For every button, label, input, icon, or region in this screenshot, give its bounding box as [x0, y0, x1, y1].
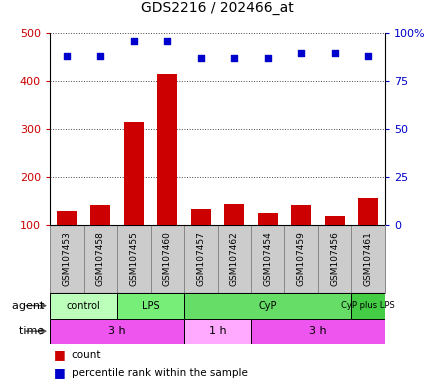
Text: time: time	[19, 326, 48, 336]
Bar	[250, 319, 384, 344]
Bar	[50, 319, 184, 344]
Bar	[351, 293, 384, 319]
Text: control: control	[66, 301, 100, 311]
Bar	[117, 225, 150, 293]
Text: ■: ■	[54, 348, 66, 361]
Text: GSM107454: GSM107454	[263, 232, 272, 286]
Point	[364, 53, 371, 60]
Bar	[224, 204, 244, 225]
Point	[197, 55, 204, 61]
Text: GSM107458: GSM107458	[95, 232, 105, 286]
Text: 1 h: 1 h	[208, 326, 226, 336]
Bar	[90, 205, 110, 225]
Text: GSM107459: GSM107459	[296, 232, 305, 286]
Text: GSM107453: GSM107453	[62, 232, 71, 286]
Text: GSM107457: GSM107457	[196, 232, 205, 286]
Text: GSM107460: GSM107460	[162, 232, 171, 286]
Text: 3 h: 3 h	[309, 326, 326, 336]
Bar	[157, 74, 177, 225]
Bar	[250, 225, 284, 293]
Bar	[217, 225, 250, 293]
Bar	[324, 216, 344, 225]
Point	[164, 38, 171, 44]
Bar	[290, 205, 311, 225]
Bar	[190, 209, 210, 225]
Bar	[357, 198, 378, 225]
Text: GSM107462: GSM107462	[229, 232, 238, 286]
Text: GDS2216 / 202466_at: GDS2216 / 202466_at	[141, 2, 293, 15]
Point	[331, 50, 338, 56]
Bar	[317, 225, 351, 293]
Text: CyP: CyP	[258, 301, 276, 311]
Text: 3 h: 3 h	[108, 326, 125, 336]
Bar	[257, 214, 277, 225]
Bar	[284, 225, 317, 293]
Bar	[150, 225, 184, 293]
Point	[63, 53, 70, 60]
Bar	[351, 225, 384, 293]
Point	[264, 55, 271, 61]
Bar	[184, 293, 351, 319]
Text: GSM107456: GSM107456	[329, 232, 339, 286]
Text: ■: ■	[54, 366, 66, 379]
Point	[297, 50, 304, 56]
Bar	[50, 225, 83, 293]
Bar	[50, 293, 117, 319]
Bar	[123, 122, 144, 225]
Text: percentile rank within the sample: percentile rank within the sample	[72, 368, 247, 378]
Bar	[184, 225, 217, 293]
Text: count: count	[72, 350, 101, 360]
Text: GSM107455: GSM107455	[129, 232, 138, 286]
Text: GSM107461: GSM107461	[363, 232, 372, 286]
Text: agent: agent	[12, 301, 48, 311]
Bar	[83, 225, 117, 293]
Point	[97, 53, 104, 60]
Bar	[184, 319, 250, 344]
Bar	[117, 293, 184, 319]
Point	[130, 38, 137, 44]
Bar	[56, 211, 77, 225]
Text: CyP plus LPS: CyP plus LPS	[341, 301, 394, 310]
Text: LPS: LPS	[141, 301, 159, 311]
Point	[230, 55, 237, 61]
